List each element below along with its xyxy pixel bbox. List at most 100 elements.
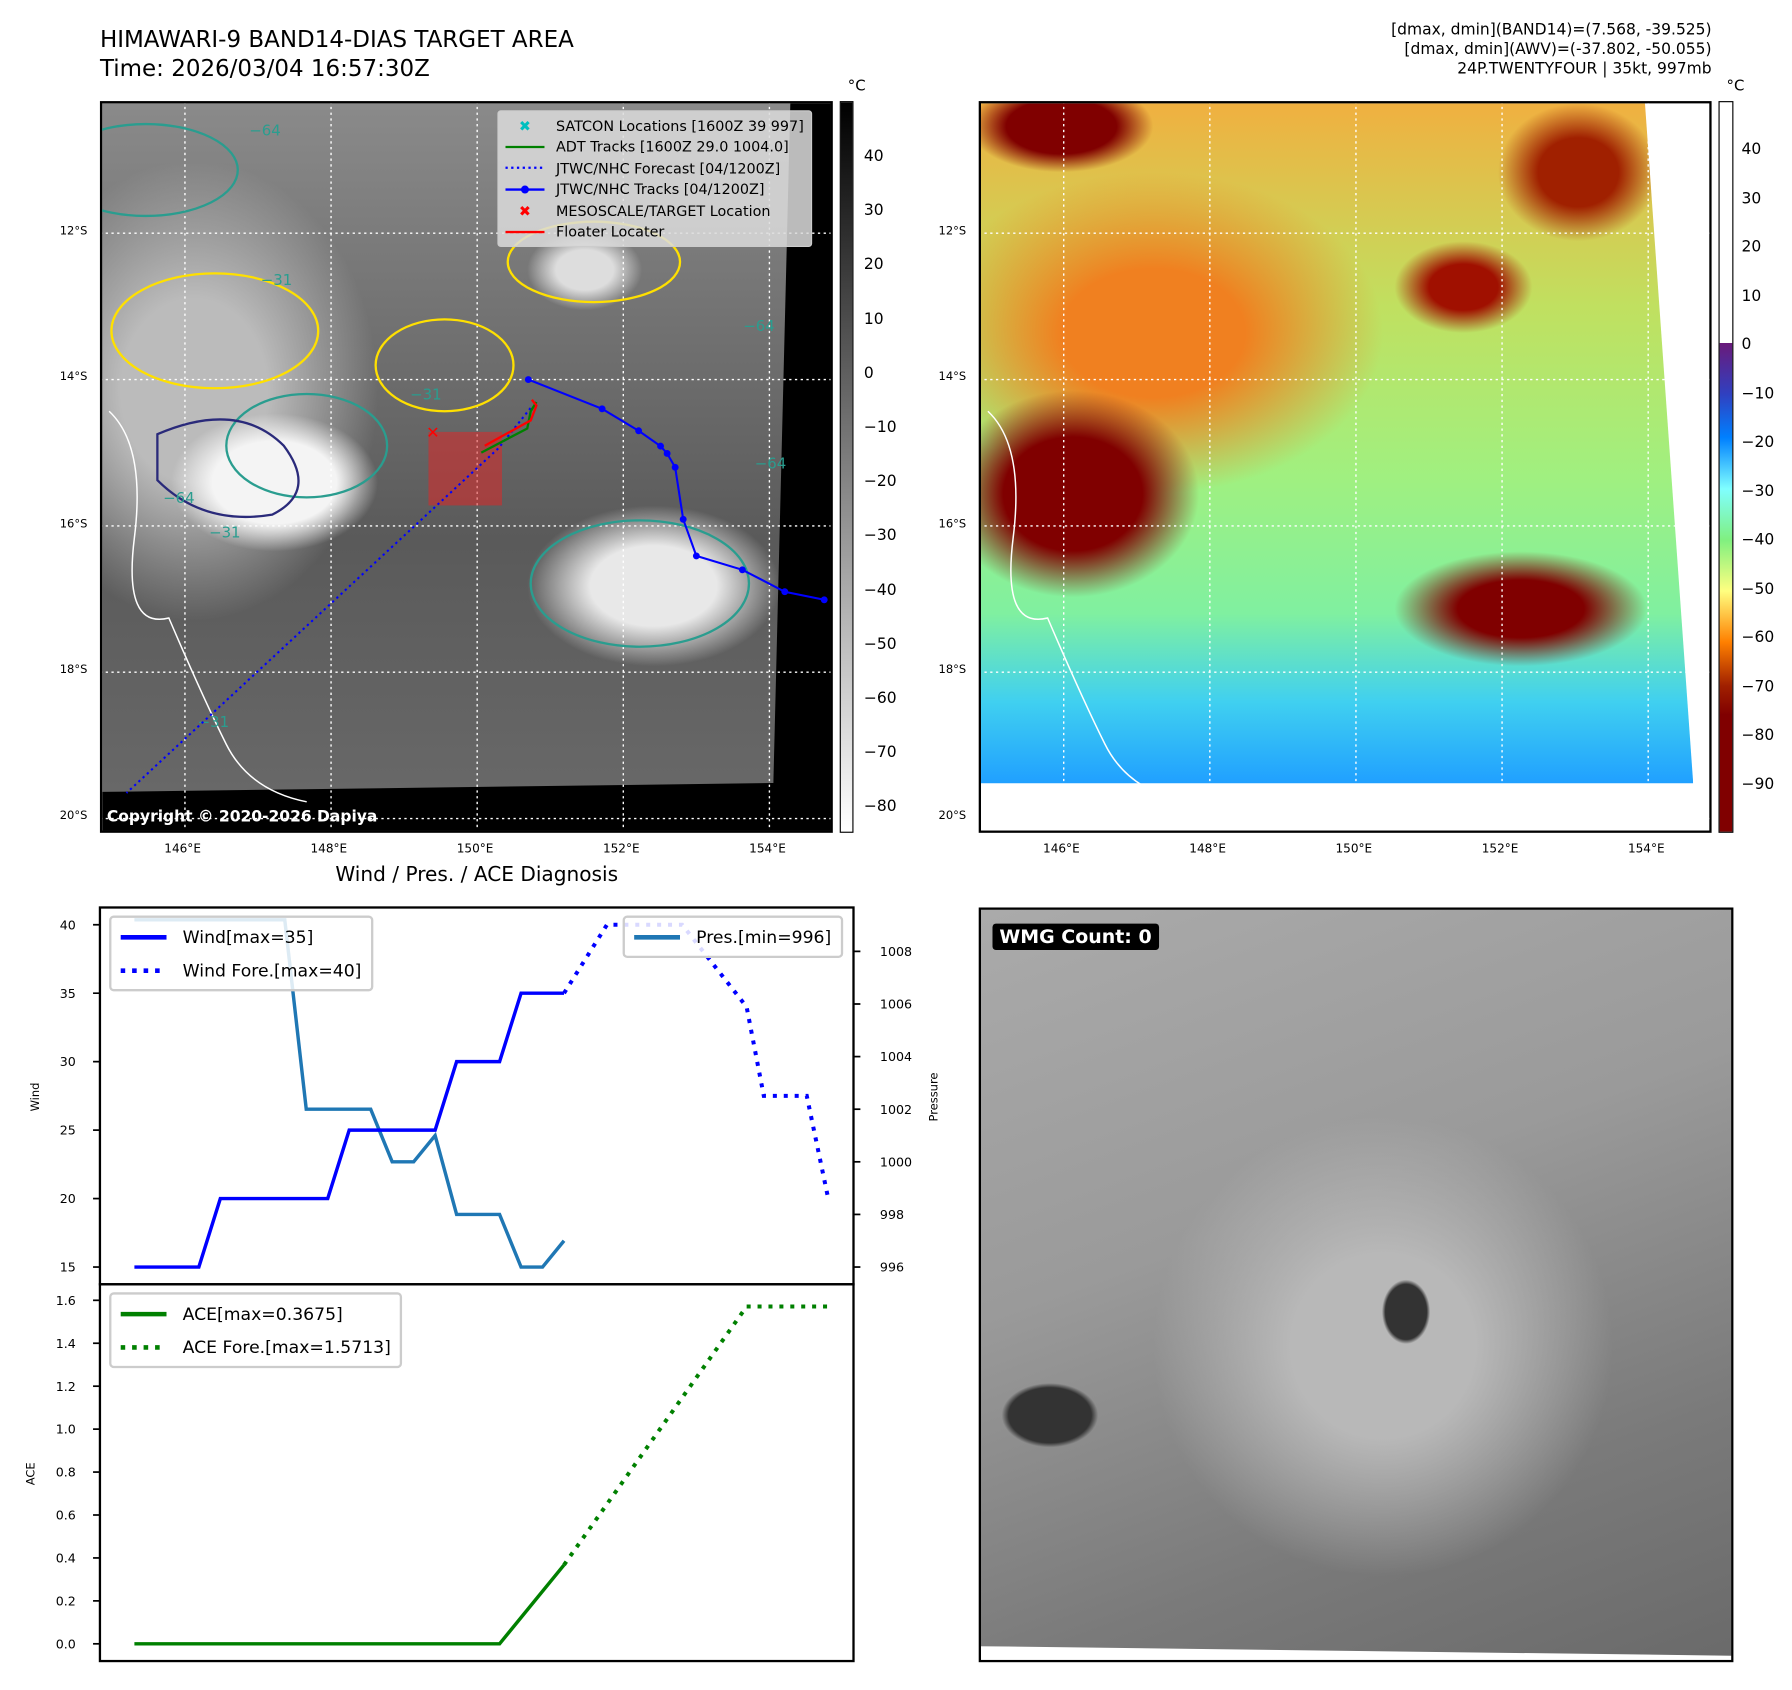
tick-label: 1.2 [56,1379,76,1394]
lon-label: 152°E [602,842,640,856]
legend-label: JTWC/NHC Tracks [04/1200Z] [555,180,765,198]
legend-item: JTWC/NHC Tracks [04/1200Z] [505,179,803,200]
map-legend: ✖ SATCON Locations [1600Z 39 997] ADT Trac… [497,110,812,247]
wmg-count-label: WMG Count: 0 [992,923,1159,950]
track-point [663,449,671,457]
colorbar-tick-label: −70 [863,743,897,762]
legend-swatch-icon [505,144,545,149]
tick-label: 35 [60,986,76,1001]
legend-item: JTWC/NHC Forecast [04/1200Z] [505,157,803,178]
legend-swatch-icon [505,229,545,234]
lat-label: 12°S [59,225,88,238]
diagnosis-chart: 15 20 25 30 35 40 996 998 1000 1002 1004 1006 1008 0.… [23,906,940,1663]
colorbar-tick-label: 0 [1741,335,1752,354]
tick-label: 0.0 [56,1636,76,1651]
grid-overlay [981,103,1710,831]
colorbar-tick-label: −20 [863,472,897,491]
contour-label: −31 [198,713,230,731]
colorbar-tick-label: −10 [1741,384,1775,403]
series-wind-fore- [562,922,831,1199]
band14-range: [dmax, dmin](BAND14)=(7.568, -39.525) [1391,20,1712,40]
track-point [524,376,532,383]
tick-label: 25 [60,1123,76,1138]
tick-label: 40 [60,917,76,932]
colorbar-tick-label: 20 [1741,237,1762,257]
colorbar-tick-label: −30 [863,526,897,545]
tick-label: 0.2 [56,1593,76,1608]
lat-label: 18°S [59,663,88,677]
colorbar-tick-label: −60 [863,689,897,708]
track-point [657,442,665,450]
colorbar-tick-label: 0 [863,363,874,383]
colorbar-tick-label: 40 [863,147,884,166]
contour-label: −31 [209,524,241,542]
tick-label: 1.0 [56,1422,76,1437]
tick-label: 1008 [880,944,912,959]
contour-label: −64 [249,122,281,140]
colorbar-tick-label: −50 [1741,579,1775,598]
contour [529,519,751,648]
contour-label: −64 [755,455,787,473]
colorbar-unit: °C [847,78,866,96]
contour [225,392,389,499]
tick-label: 1000 [880,1154,912,1169]
colorbar-tick-label: −90 [1741,774,1775,794]
tick-label: 1.6 [56,1293,76,1308]
colorbar-tick-label: −80 [863,797,897,817]
awv-range: [dmax, dmin](AWV)=(-37.802, -50.055) [1404,40,1712,59]
lon-label: 146°E [1043,842,1080,856]
legend-wind: Wind[max=35] [182,926,314,948]
legend-line-icon [634,934,681,940]
colorbar-tick-label: 20 [863,255,884,274]
legend-item: ✖ MESOSCALE/TARGET Location [505,200,803,221]
legend-item: ADT Tracks [1600Z 29.0 1004.0] [505,136,803,157]
legend-item: ✖ SATCON Locations [1600Z 39 997] [505,115,804,136]
track-point [598,405,606,413]
lat-label: 14°S [59,371,88,385]
legend-swatch-icon: ✖ [518,201,531,220]
legend-swatch-icon: ✖ [518,116,531,135]
track-point [781,588,789,596]
colorbar-tick-label: −50 [863,635,897,654]
ace-legend: ACE[max=0.3675] ACE Fore.[max=1.5713] [109,1292,403,1369]
track-point [671,463,679,471]
legend-line-icon [120,1311,167,1316]
track-point [738,566,746,574]
axis-label: Pressure [926,1073,940,1122]
colorbar-tick-label: −80 [1741,725,1775,745]
storm-info: 24P.TWENTYFOUR | 35kt, 997mb [1457,59,1712,79]
tick-label: 0.4 [56,1551,76,1566]
stats-header: [dmax, dmin](BAND14)=(7.568, -39.525) [d… [1391,21,1712,80]
colorbar-tick-label: −40 [863,580,897,600]
colorbar-tick-label: 30 [863,201,884,220]
contour [156,418,300,519]
track-point [679,515,687,523]
wmg-panel: WMG Count: 0 [978,907,1734,1663]
coastline [987,410,1186,803]
axis-label: Wind [28,1083,42,1112]
tick-label: 1006 [880,997,912,1012]
series-ace [134,1563,566,1646]
tick-label: 15 [60,1260,76,1275]
tick-label: 998 [880,1207,904,1222]
track-point [635,427,643,435]
series-ace-fore- [562,1304,829,1567]
lon-label: 152°E [1481,842,1519,856]
contour-label: −31 [410,386,442,404]
legend-dotted-line-icon [120,967,167,973]
tick-label: 30 [60,1054,76,1069]
colorbar-tick-label: 10 [1741,286,1762,305]
colorbar-tick-label: −10 [863,418,897,437]
legend-pressure: Pres.[min=996] [696,926,832,948]
colorbar-tick-label: −20 [1741,433,1775,452]
legend-swatch-icon [505,185,545,194]
lat-label: 20°S [938,810,967,823]
wind-legend: Wind[max=35] Wind Fore.[max=40] [109,915,373,992]
legend-item: Floater Locater [505,221,803,242]
pressure-legend: Pres.[min=996] [622,915,843,959]
legend-label: SATCON Locations [1600Z 39 997] [555,116,804,135]
legend-ace: ACE[max=0.3675] [182,1303,343,1324]
lat-label: 12°S [938,225,967,238]
colorbar-tick-label: −40 [1741,530,1775,550]
lat-label: 14°S [938,371,967,385]
